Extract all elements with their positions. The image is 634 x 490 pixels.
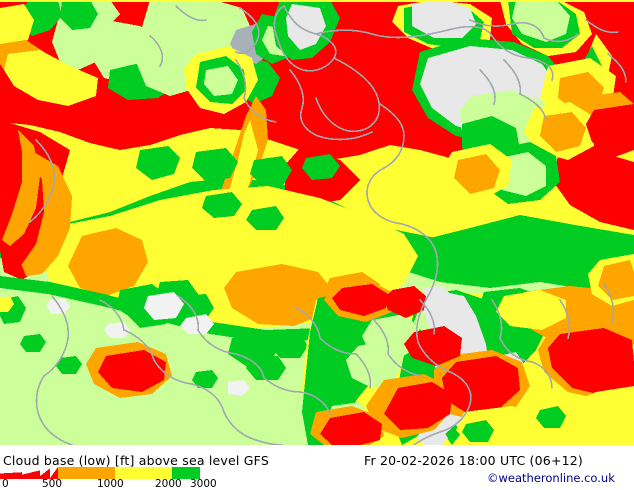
region-0-500ft-lobe-east [552, 148, 634, 230]
patch-green-south-7 [246, 356, 286, 380]
patch-pale-green-nc-3 [512, 0, 570, 42]
patch-green-fleck-2 [536, 406, 566, 428]
patch-red-se-9 [404, 326, 462, 366]
legend-tick-0: 0 [2, 478, 9, 490]
legend-tick-500: 500 [42, 478, 63, 490]
patch-orange-east-5 [454, 154, 500, 194]
patch-green-fleck-1 [462, 420, 494, 442]
patch-orange-east-4 [540, 112, 586, 152]
patch-gray-nc-2b [286, 4, 326, 50]
forecast-datetime: Fr 20-02-2026 18:00 UTC (06+12) [364, 453, 583, 468]
patch-orange-central-1 [68, 228, 148, 296]
legend-colorbar [0, 467, 200, 479]
map-top-edge-strip [0, 0, 634, 2]
patch-red-se-6 [384, 286, 426, 318]
region-gray-east-2 [440, 54, 478, 92]
patch-orange-central-2 [224, 264, 334, 326]
patch-gray-nc-3 [412, 0, 476, 38]
legend-tick-1000: 1000 [97, 478, 124, 490]
patch-pale-green-nw-3 [136, 0, 250, 96]
patch-red-se-5 [98, 350, 166, 392]
patch-red-se-4 [320, 412, 382, 445]
patch-green-fleck-5 [20, 334, 46, 352]
legend-tick-2000: 2000 [155, 478, 182, 490]
cloud-base-map[interactable] [0, 0, 634, 445]
legend-band-1000-2000 [115, 467, 172, 479]
patch-white-south-3 [46, 298, 70, 314]
patch-green-island-5 [246, 206, 284, 230]
patch-pale-green-nc-2 [204, 66, 238, 96]
legend-tick-3000: 3000 [190, 478, 217, 490]
patch-pale-green-se-2 [346, 340, 404, 388]
legend-band-2000-3000 [172, 467, 200, 479]
patch-green-island-2 [192, 148, 238, 182]
patch-red-east-1 [586, 104, 634, 158]
patch-yellow-nw-1 [0, 4, 34, 50]
patch-green-island-6 [302, 154, 340, 180]
patch-green-island-3 [250, 156, 292, 186]
patch-orange-left-edge [2, 130, 40, 246]
patch-yellow-nw-3 [4, 50, 98, 106]
patch-green-nw-2 [60, 0, 98, 30]
chart-title: Cloud base (low) [ft] above sea level GF… [3, 453, 269, 468]
patch-green-island-1 [136, 146, 180, 180]
legend-tick-labels: 0 500 1000 2000 3000 [0, 478, 240, 490]
patch-yellow-se-3 [496, 290, 566, 330]
map-canvas [0, 0, 634, 445]
patch-red-se-7 [332, 284, 388, 316]
patch-white-south-2 [180, 314, 214, 334]
patch-white-south-1 [144, 292, 184, 320]
patch-yellow-south-1 [0, 296, 14, 312]
patch-green-fleck-3 [192, 370, 218, 388]
patch-red-se-1 [548, 328, 634, 396]
legend-band-500-1000 [58, 467, 115, 479]
copyright-credit[interactable]: ©weatheronline.co.uk [487, 471, 615, 485]
patch-green-island-4 [202, 192, 242, 218]
patch-red-se-3 [384, 382, 452, 430]
legend-band-0-500 [0, 467, 58, 479]
coastline-layer [29, 5, 627, 445]
patch-white-south-5 [228, 380, 250, 396]
patch-red-se-2 [442, 356, 520, 414]
patch-yellow-se-1 [548, 386, 634, 445]
color-legend: 0 500 1000 2000 3000 [0, 467, 240, 490]
patch-green-south-8 [270, 334, 308, 358]
patch-green-fleck-4 [56, 356, 82, 374]
